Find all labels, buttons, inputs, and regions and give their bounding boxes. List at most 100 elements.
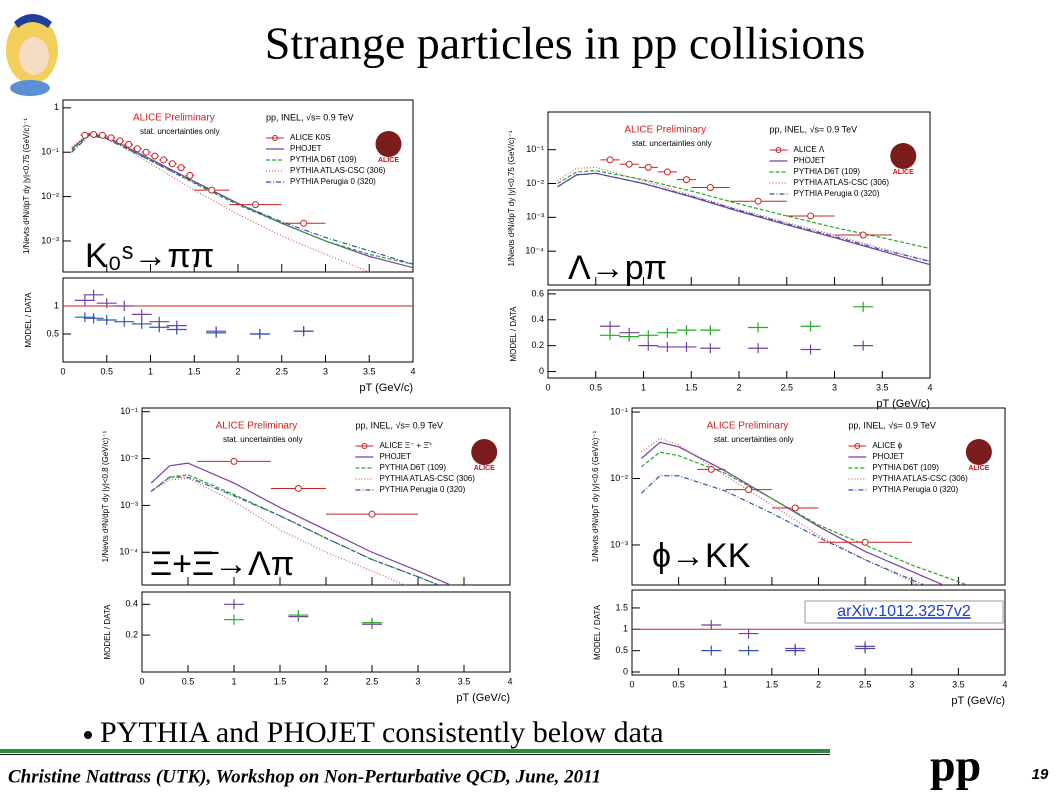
footer-rule	[0, 749, 830, 753]
ratio-marks	[63, 289, 413, 339]
x-tick-label: 0	[60, 366, 65, 376]
data-point	[861, 538, 869, 546]
ratio-point	[362, 617, 382, 628]
note: stat. uncertainties only	[632, 139, 712, 148]
model-curve	[71, 131, 372, 272]
plot-panel: 10⁻¹ 10⁻² 10⁻³ 0 0.5 1 1.5 0 0.5 1 1.5 2 2.5 3 3.5 4 pT …	[591, 406, 1007, 706]
y-tick-label: 10⁻¹	[526, 144, 544, 154]
ratio-point	[114, 301, 135, 311]
x-tick-label: 1	[723, 679, 728, 689]
y-axis-title: 1/Nevts d²N/dpT dy |y|<0.75 (GeV/c)⁻¹	[507, 130, 516, 266]
data-point	[133, 145, 141, 153]
arxiv-link[interactable]: arXiv:1012.3257v2	[837, 603, 971, 620]
data-point	[151, 152, 159, 160]
particle-label: Λ→pπ	[568, 249, 667, 287]
legend-swatch	[854, 443, 861, 449]
x-tick-label: 0	[629, 679, 634, 689]
x-tick-label: 3.5	[363, 366, 376, 376]
ratio-point	[288, 610, 309, 621]
ratio-point	[74, 295, 95, 306]
legend-entry: PHOJET	[290, 144, 322, 153]
x-tick-label: 1.5	[274, 676, 287, 686]
collision: pp, INEL, √s= 0.9 TeV	[848, 420, 936, 430]
legend-entry: ALICE Ξ⁻ + Ξ̄⁺	[379, 441, 432, 450]
legend-entry: PYTHIA ATLAS-CSC (306)	[379, 474, 475, 483]
x-tick-label: 2.5	[780, 382, 793, 392]
curves	[557, 166, 930, 266]
legend-entry: PYTHIA Perugia 0 (320)	[290, 177, 376, 186]
legend-swatch	[361, 443, 368, 449]
bullet-text: PYTHIA and PHOJET consistently below dat…	[100, 716, 664, 749]
legend-entry: ALICE ϕ	[872, 441, 902, 450]
y-tick-label: 10⁻³	[41, 235, 59, 245]
link-box[interactable]: arXiv:1012.3257v2	[804, 600, 1004, 624]
data-point	[625, 160, 633, 168]
plot-panel: 10⁻¹ 10⁻² 10⁻³ 10⁻⁴ 0 0.2 0.4 0.6 0 0.5 1 1.5 2 2.5 3 3…	[507, 111, 933, 410]
alice-icon	[6, 14, 58, 96]
data-point	[177, 164, 185, 172]
legend-entry: PHOJET	[379, 452, 411, 461]
ratio-marks	[224, 599, 382, 630]
y-axis-title: 1/Nevts d²N/dpT dy |y|<0.8 (GeV/c)⁻¹	[101, 430, 110, 562]
y-tick-label: 10⁻³	[526, 212, 544, 222]
legend-entry: PYTHIA ATLAS-CSC (306)	[794, 178, 890, 187]
model-curve	[150, 476, 440, 585]
x-tick-label: 2	[235, 366, 240, 376]
legend-entry: ALICE Λ	[794, 145, 825, 154]
ratio-point	[249, 329, 270, 339]
model-curve	[150, 462, 453, 585]
ratio-point	[293, 326, 314, 337]
data-point	[160, 156, 168, 164]
ratio-point	[166, 324, 187, 335]
ratio-axis-title: MODEL / DATA	[509, 306, 518, 362]
x-tick-label: 1.5	[685, 382, 698, 392]
data-point	[90, 131, 98, 139]
model-curve	[557, 170, 930, 250]
ratio-point	[700, 343, 721, 354]
y-axis-title: 1/Nevts d²N/dpT dy |y|<0.75 (GeV/c)⁻¹	[22, 118, 31, 254]
logo-mark	[375, 131, 402, 157]
ratio-point	[853, 340, 874, 351]
preliminary: ALICE Preliminary	[133, 113, 215, 124]
ratio-point	[676, 341, 697, 352]
data-point	[859, 231, 867, 239]
x-tick-label: 4	[1002, 679, 1007, 689]
curves	[150, 462, 453, 585]
system-label: pp	[930, 740, 981, 791]
x-axis-title: pT (GeV/c)	[951, 695, 1005, 707]
y-tick-label: 10⁻³	[120, 500, 138, 510]
data-point	[682, 176, 690, 184]
y-tick-label: 10⁻²	[526, 178, 544, 188]
x-tick-label: 0	[545, 382, 550, 392]
x-tick-label: 3.5	[952, 679, 965, 689]
y-tick-label: 10⁻¹	[610, 406, 628, 416]
data-point	[663, 168, 671, 176]
data-point	[294, 484, 302, 492]
ratio-y-tick-label: 0.2	[125, 629, 138, 639]
ratio-y-tick-label: 0.4	[531, 314, 544, 324]
data-point	[644, 163, 652, 171]
footer-rule-thin	[0, 754, 830, 755]
y-axis-title: 1/Nevts d²N/dpT dy |y|<0.6 (GeV/c)⁻¹	[591, 430, 600, 562]
data-point	[791, 504, 799, 512]
model-curve	[640, 451, 969, 585]
x-tick-label: 3.5	[458, 676, 471, 686]
ratio-y-tick-label: 1.5	[615, 602, 628, 612]
ratio-y-tick-label: 0.5	[615, 645, 628, 655]
model-curve	[71, 134, 413, 265]
ratio-point	[738, 645, 759, 656]
data-point	[98, 131, 106, 139]
ratio-y-tick-label: 0.6	[531, 288, 544, 298]
x-tick-label: 3	[909, 679, 914, 689]
ratio-y-tick-label: 0.5	[46, 328, 59, 338]
x-tick-label: 3	[415, 676, 420, 686]
y-tick-label: 10⁻²	[610, 473, 628, 483]
x-tick-label: 3.5	[876, 382, 889, 392]
bullet-dot	[84, 731, 92, 739]
data-point	[208, 186, 216, 194]
data-point	[107, 134, 115, 142]
y-tick-label: 10⁻¹	[41, 147, 59, 157]
x-tick-label: 0	[139, 676, 144, 686]
ratio-point	[74, 312, 95, 323]
